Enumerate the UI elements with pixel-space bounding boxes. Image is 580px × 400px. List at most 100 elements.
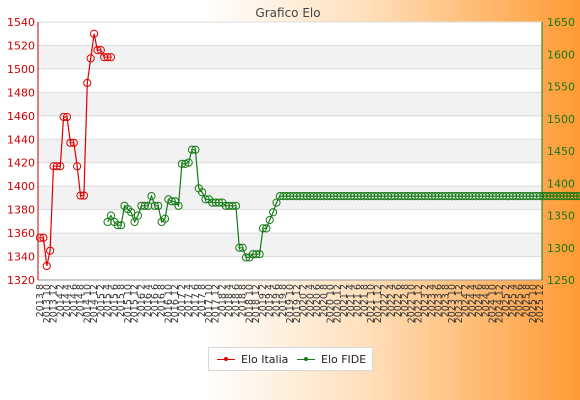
series-elo-italia <box>35 29 116 271</box>
right-tick-label: 1650 <box>547 16 575 29</box>
data-point <box>238 243 247 252</box>
left-tick-label: 1360 <box>7 227 35 240</box>
x-tick-label: 2017 10 <box>204 284 215 323</box>
grid-lines <box>38 21 542 281</box>
x-tick-label: 2014 12 <box>89 284 100 323</box>
x-tick-label: 2018 4 <box>224 284 235 317</box>
x-tick-label: 2016 10 <box>163 284 174 323</box>
x-tick-label: 2015 12 <box>130 284 141 323</box>
x-tick-label: 2025 8 <box>521 284 532 317</box>
legend: Elo Italia Elo FIDE <box>208 347 373 371</box>
data-point <box>201 195 210 204</box>
x-tick-label: 2018 8 <box>238 284 249 317</box>
x-tick-label: 2023 10 <box>447 284 458 323</box>
data-point <box>62 112 72 122</box>
data-point <box>106 211 116 220</box>
x-tick-label: 2019 8 <box>278 284 289 317</box>
x-tick-label: 2025 6 <box>515 284 526 317</box>
data-point <box>59 112 68 122</box>
x-tick-label: 2025 4 <box>508 284 519 317</box>
x-tick-label: 2023 4 <box>427 284 438 317</box>
x-tick-label: 2020 8 <box>319 284 330 317</box>
left-tick-label: 1540 <box>7 16 35 29</box>
x-tick-label: 2022 8 <box>400 284 411 317</box>
x-tick-label: 2015 4 <box>103 284 114 317</box>
legend-label: Elo Italia <box>241 352 289 366</box>
x-tick-label: 2014 6 <box>69 284 80 317</box>
x-tick-label: 2017 4 <box>184 284 195 317</box>
x-tick-label: 2021 4 <box>346 284 357 317</box>
x-tick-label: 2024 12 <box>494 284 505 323</box>
x-tick-label: 2016 8 <box>157 284 168 317</box>
plot-band <box>38 45 542 69</box>
right-tick-label: 1300 <box>547 242 575 255</box>
x-tick-label: 2022 6 <box>393 284 404 317</box>
data-point <box>576 192 580 201</box>
data-point <box>133 211 143 220</box>
x-tick-label: 2024 6 <box>474 284 485 317</box>
data-point <box>262 224 271 233</box>
data-point <box>269 208 278 217</box>
left-tick-label: 1460 <box>7 110 35 123</box>
x-tick-label: 2015 6 <box>109 284 120 317</box>
right-tick-label: 1350 <box>547 210 575 223</box>
left-tick-label: 1520 <box>7 39 35 52</box>
x-tick-label: 2022 2 <box>380 284 391 317</box>
x-tick-label: 2018 6 <box>231 284 242 317</box>
data-point <box>167 197 176 206</box>
x-tick-label: 2015 2 <box>96 284 107 317</box>
x-tick-label: 2021 12 <box>373 284 384 323</box>
data-point <box>66 138 75 147</box>
x-tick-label: 2014 8 <box>76 284 87 317</box>
x-tick-label: 2019 2 <box>258 284 269 317</box>
right-tick-label: 1600 <box>547 48 575 61</box>
x-tick-label: 2019 10 <box>285 284 296 323</box>
data-point <box>89 29 99 38</box>
right-axis: 1250 1300 1350 1400 1450 1500 1550 1600 1650 <box>541 16 575 287</box>
x-tick-label: 2023 2 <box>420 284 431 317</box>
left-tick-label: 1440 <box>7 133 35 146</box>
plot-band <box>38 68 542 93</box>
data-point <box>573 192 580 201</box>
data-point <box>174 201 183 210</box>
data-point <box>147 192 156 201</box>
x-tick-label: 2018 12 <box>251 284 262 323</box>
data-point <box>265 215 274 225</box>
data-point <box>56 162 65 171</box>
data-point <box>76 191 85 200</box>
x-tick-label: 2021 10 <box>366 284 377 323</box>
x-tick-label: 2014 4 <box>62 284 73 317</box>
data-point <box>187 145 197 154</box>
data-point <box>113 221 122 230</box>
x-tick-label: 2016 2 <box>136 284 147 317</box>
x-tick-label: 2022 4 <box>386 284 397 317</box>
x-tick-label: 2020 2 <box>299 284 310 317</box>
x-tick-label: 2024 10 <box>488 284 499 323</box>
data-point <box>116 221 126 230</box>
data-point <box>73 162 82 171</box>
data-point <box>255 250 264 259</box>
x-tick-label: 2022 10 <box>407 284 418 323</box>
plot-band <box>38 139 542 163</box>
data-point <box>258 224 268 233</box>
x-tick-label: 2014 2 <box>55 284 66 317</box>
right-tick-label: 1450 <box>547 145 575 158</box>
data-point <box>198 188 207 197</box>
legend-item-elo-fide: Elo FIDE <box>297 352 366 366</box>
x-tick-label: 2018 2 <box>217 284 228 317</box>
x-tick-label: 2017 6 <box>190 284 201 317</box>
x-tick-label: 2019 4 <box>265 284 276 317</box>
legend-swatch-green <box>297 354 315 364</box>
series-elo-fide <box>103 145 580 262</box>
x-tick-label: 2013 12 <box>49 284 60 323</box>
x-tick-label: 2019 6 <box>271 284 282 317</box>
x-tick-label: 2024 4 <box>467 284 478 317</box>
data-point <box>42 261 51 271</box>
x-tick-label: 2023 12 <box>454 284 465 323</box>
x-tick-label: 2017 8 <box>197 284 208 317</box>
x-tick-label: 2022 12 <box>413 284 424 323</box>
right-tick-label: 1500 <box>547 113 575 126</box>
data-point <box>184 158 193 167</box>
left-tick-label: 1420 <box>7 157 35 170</box>
